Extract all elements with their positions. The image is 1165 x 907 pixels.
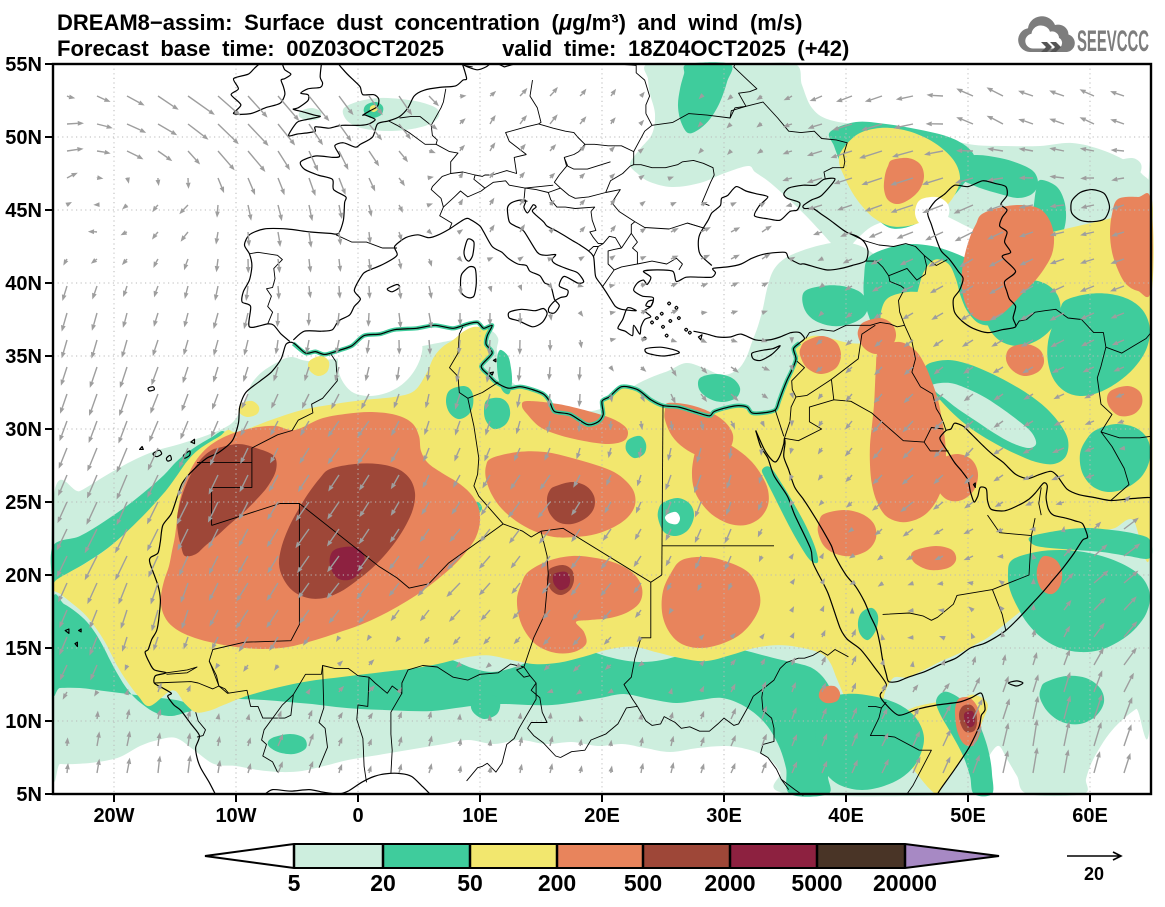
svg-text:30N: 30N (5, 419, 42, 441)
svg-text:15N: 15N (5, 638, 42, 660)
svg-text:10E: 10E (462, 805, 498, 827)
svg-text:SEEVCCC: SEEVCCC (1077, 25, 1149, 58)
svg-text:200: 200 (538, 870, 576, 896)
svg-text:40N: 40N (5, 273, 42, 295)
svg-text:20E: 20E (584, 805, 620, 827)
svg-text:50E: 50E (950, 805, 986, 827)
svg-text:50: 50 (457, 870, 483, 896)
svg-text:Forecast base time: 00Z03OCT20: Forecast base time: 00Z03OCT2025 valid t… (57, 36, 849, 61)
svg-text:55N: 55N (5, 54, 42, 76)
svg-text:5: 5 (288, 870, 301, 896)
svg-text:10N: 10N (5, 711, 42, 733)
svg-text:35N: 35N (5, 346, 42, 368)
svg-text:45N: 45N (5, 200, 42, 222)
svg-text:500: 500 (624, 870, 662, 896)
svg-text:20: 20 (370, 870, 396, 896)
svg-text:60E: 60E (1072, 805, 1108, 827)
svg-text:5000: 5000 (791, 870, 842, 896)
svg-text:20000: 20000 (873, 870, 937, 896)
svg-text:20N: 20N (5, 565, 42, 587)
svg-text:25N: 25N (5, 492, 42, 514)
svg-text:20W: 20W (93, 805, 134, 827)
svg-text:0: 0 (352, 805, 363, 827)
svg-text:50N: 50N (5, 127, 42, 149)
svg-text:10W: 10W (215, 805, 256, 827)
svg-text:DREAM8−assim: Surface dust con: DREAM8−assim: Surface dust concentration… (57, 10, 803, 35)
svg-text:30E: 30E (706, 805, 742, 827)
svg-text:40E: 40E (828, 805, 864, 827)
svg-text:20: 20 (1084, 864, 1104, 884)
svg-text:5N: 5N (16, 784, 42, 806)
svg-text:2000: 2000 (704, 870, 755, 896)
